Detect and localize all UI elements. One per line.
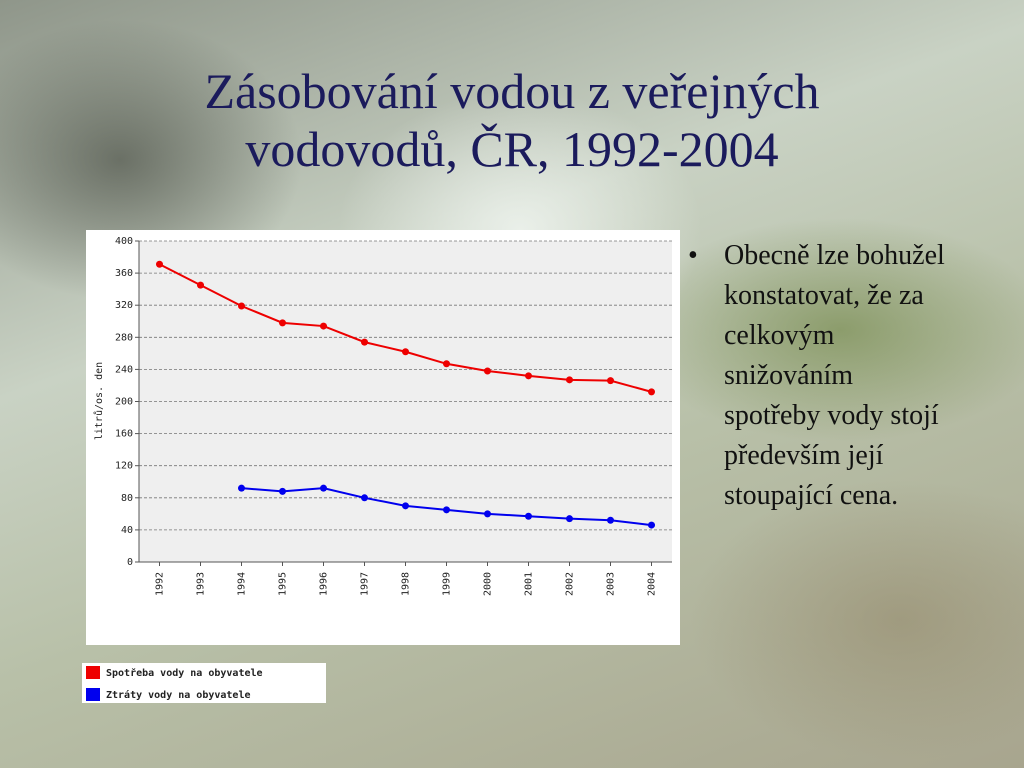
data-point [525, 372, 532, 380]
data-point [238, 484, 245, 492]
y-tick-label: 80 [121, 493, 133, 504]
bullet: • Obecně lze bohužel konstatovat, že za c… [688, 240, 945, 511]
data-point [484, 510, 491, 518]
data-point [361, 338, 368, 346]
bullet-text: Obecně lze bohužel konstatovat, že za ce… [724, 240, 945, 511]
data-point [279, 319, 286, 327]
data-point [402, 348, 409, 356]
x-tick-label: 1992 [155, 572, 166, 596]
x-tick-label: 1996 [319, 572, 330, 596]
data-point [443, 360, 450, 368]
x-tick-label: 2004 [647, 572, 658, 596]
title-line: vodovodů, ČR, 1992-2004 [245, 121, 779, 177]
x-tick-label: 2002 [565, 572, 576, 596]
data-point [156, 260, 163, 268]
legend-swatch [86, 666, 100, 679]
slide-title: Zásobování vodou z veřejných vodovodů, Č… [0, 62, 1024, 178]
x-tick-label: 1999 [442, 572, 453, 596]
data-point [443, 506, 450, 514]
y-tick-label: 40 [121, 525, 133, 536]
x-tick-label: 2003 [606, 572, 617, 596]
title-line: Zásobování vodou z veřejných [204, 63, 820, 119]
legend-label: Spotřeba vody na obyvatele [106, 667, 263, 679]
data-point [402, 502, 409, 510]
data-point [566, 515, 573, 523]
data-point [320, 322, 327, 330]
x-tick-label: 1994 [237, 572, 248, 596]
y-tick-label: 200 [115, 397, 133, 408]
x-tick-label: 2000 [483, 572, 494, 596]
x-tick-label: 2001 [524, 572, 535, 596]
y-tick-label: 160 [115, 429, 133, 440]
y-tick-label: 240 [115, 364, 133, 375]
y-axis-label: litrů/os. den [93, 362, 105, 440]
legend-swatch [86, 688, 100, 701]
data-point [525, 512, 532, 520]
data-point [361, 494, 368, 502]
y-tick-label: 360 [115, 268, 133, 279]
x-tick-label: 1995 [278, 572, 289, 596]
data-point [238, 302, 245, 310]
data-point [484, 367, 491, 375]
legend-label: Ztráty vody na obyvatele [106, 689, 251, 701]
data-point [607, 377, 614, 385]
x-tick-label: 1997 [360, 572, 371, 596]
data-point [648, 388, 655, 396]
data-point [279, 487, 286, 495]
y-tick-label: 120 [115, 461, 133, 472]
legend-background [82, 663, 326, 703]
x-tick-label: 1993 [196, 572, 207, 596]
data-point [320, 484, 327, 492]
data-point [648, 521, 655, 529]
x-tick-label: 1998 [401, 572, 412, 596]
y-tick-label: 320 [115, 300, 133, 311]
data-point [566, 376, 573, 384]
y-tick-label: 400 [115, 236, 133, 247]
y-tick-label: 0 [127, 557, 133, 568]
y-tick-label: 280 [115, 332, 133, 343]
data-point [197, 281, 204, 289]
data-point [607, 516, 614, 524]
